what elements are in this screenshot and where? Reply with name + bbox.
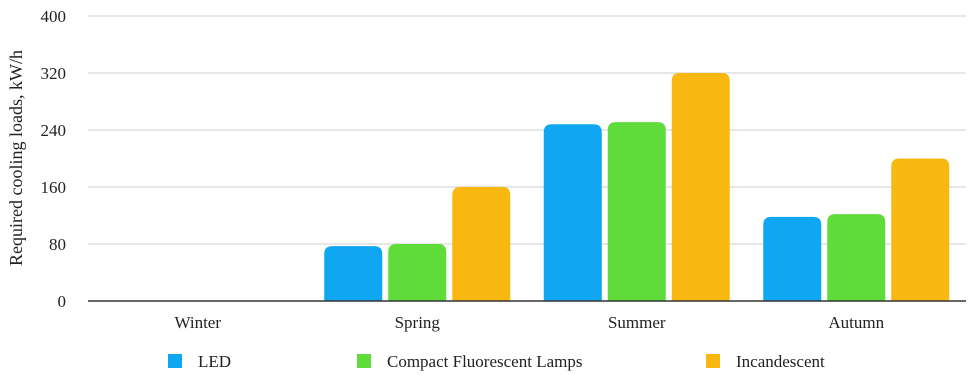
- bar-led-spring: [324, 246, 383, 301]
- bar-compact-fluorescent-lamps-spring: [388, 244, 447, 301]
- bar-compact-fluorescent-lamps-autumn: [827, 214, 886, 301]
- legend-label: Compact Fluorescent Lamps: [387, 352, 582, 371]
- bar-incandescent-spring: [452, 187, 511, 301]
- legend-swatch: [357, 354, 371, 368]
- x-tick-label: Summer: [608, 313, 666, 332]
- bar-led-summer: [543, 124, 602, 301]
- bar-incandescent-summer: [671, 73, 730, 301]
- bars: [324, 73, 950, 301]
- bar-incandescent-autumn: [891, 158, 950, 301]
- y-tick-label: 80: [49, 235, 66, 254]
- x-tick-label: Winter: [174, 313, 221, 332]
- bar-compact-fluorescent-lamps-summer: [607, 122, 666, 301]
- legend-label: LED: [198, 352, 231, 371]
- legend-swatch: [706, 354, 720, 368]
- y-tick-label: 0: [58, 292, 67, 311]
- bar-led-autumn: [763, 216, 822, 301]
- x-axis-ticks: Winter Spring Summer Autumn: [174, 313, 884, 332]
- y-tick-label: 320: [41, 64, 67, 83]
- legend-swatch: [168, 354, 182, 368]
- y-axis-ticks: 0 80 160 240 320 400: [41, 7, 67, 311]
- x-tick-label: Spring: [395, 313, 441, 332]
- y-tick-label: 240: [41, 121, 67, 140]
- gridlines: [88, 15, 966, 245]
- legend-label: Incandescent: [736, 352, 825, 371]
- y-axis-title: Required cooling loads, kW/h: [6, 50, 26, 266]
- x-tick-label: Autumn: [828, 313, 884, 332]
- legend: LED Compact Fluorescent Lamps Incandescent: [168, 352, 825, 371]
- y-tick-label: 400: [41, 7, 67, 26]
- y-tick-label: 160: [41, 178, 67, 197]
- legend-item-compact-fluorescent-lamps: Compact Fluorescent Lamps: [357, 352, 582, 371]
- legend-item-led: LED: [168, 352, 231, 371]
- legend-item-incandescent: Incandescent: [706, 352, 825, 371]
